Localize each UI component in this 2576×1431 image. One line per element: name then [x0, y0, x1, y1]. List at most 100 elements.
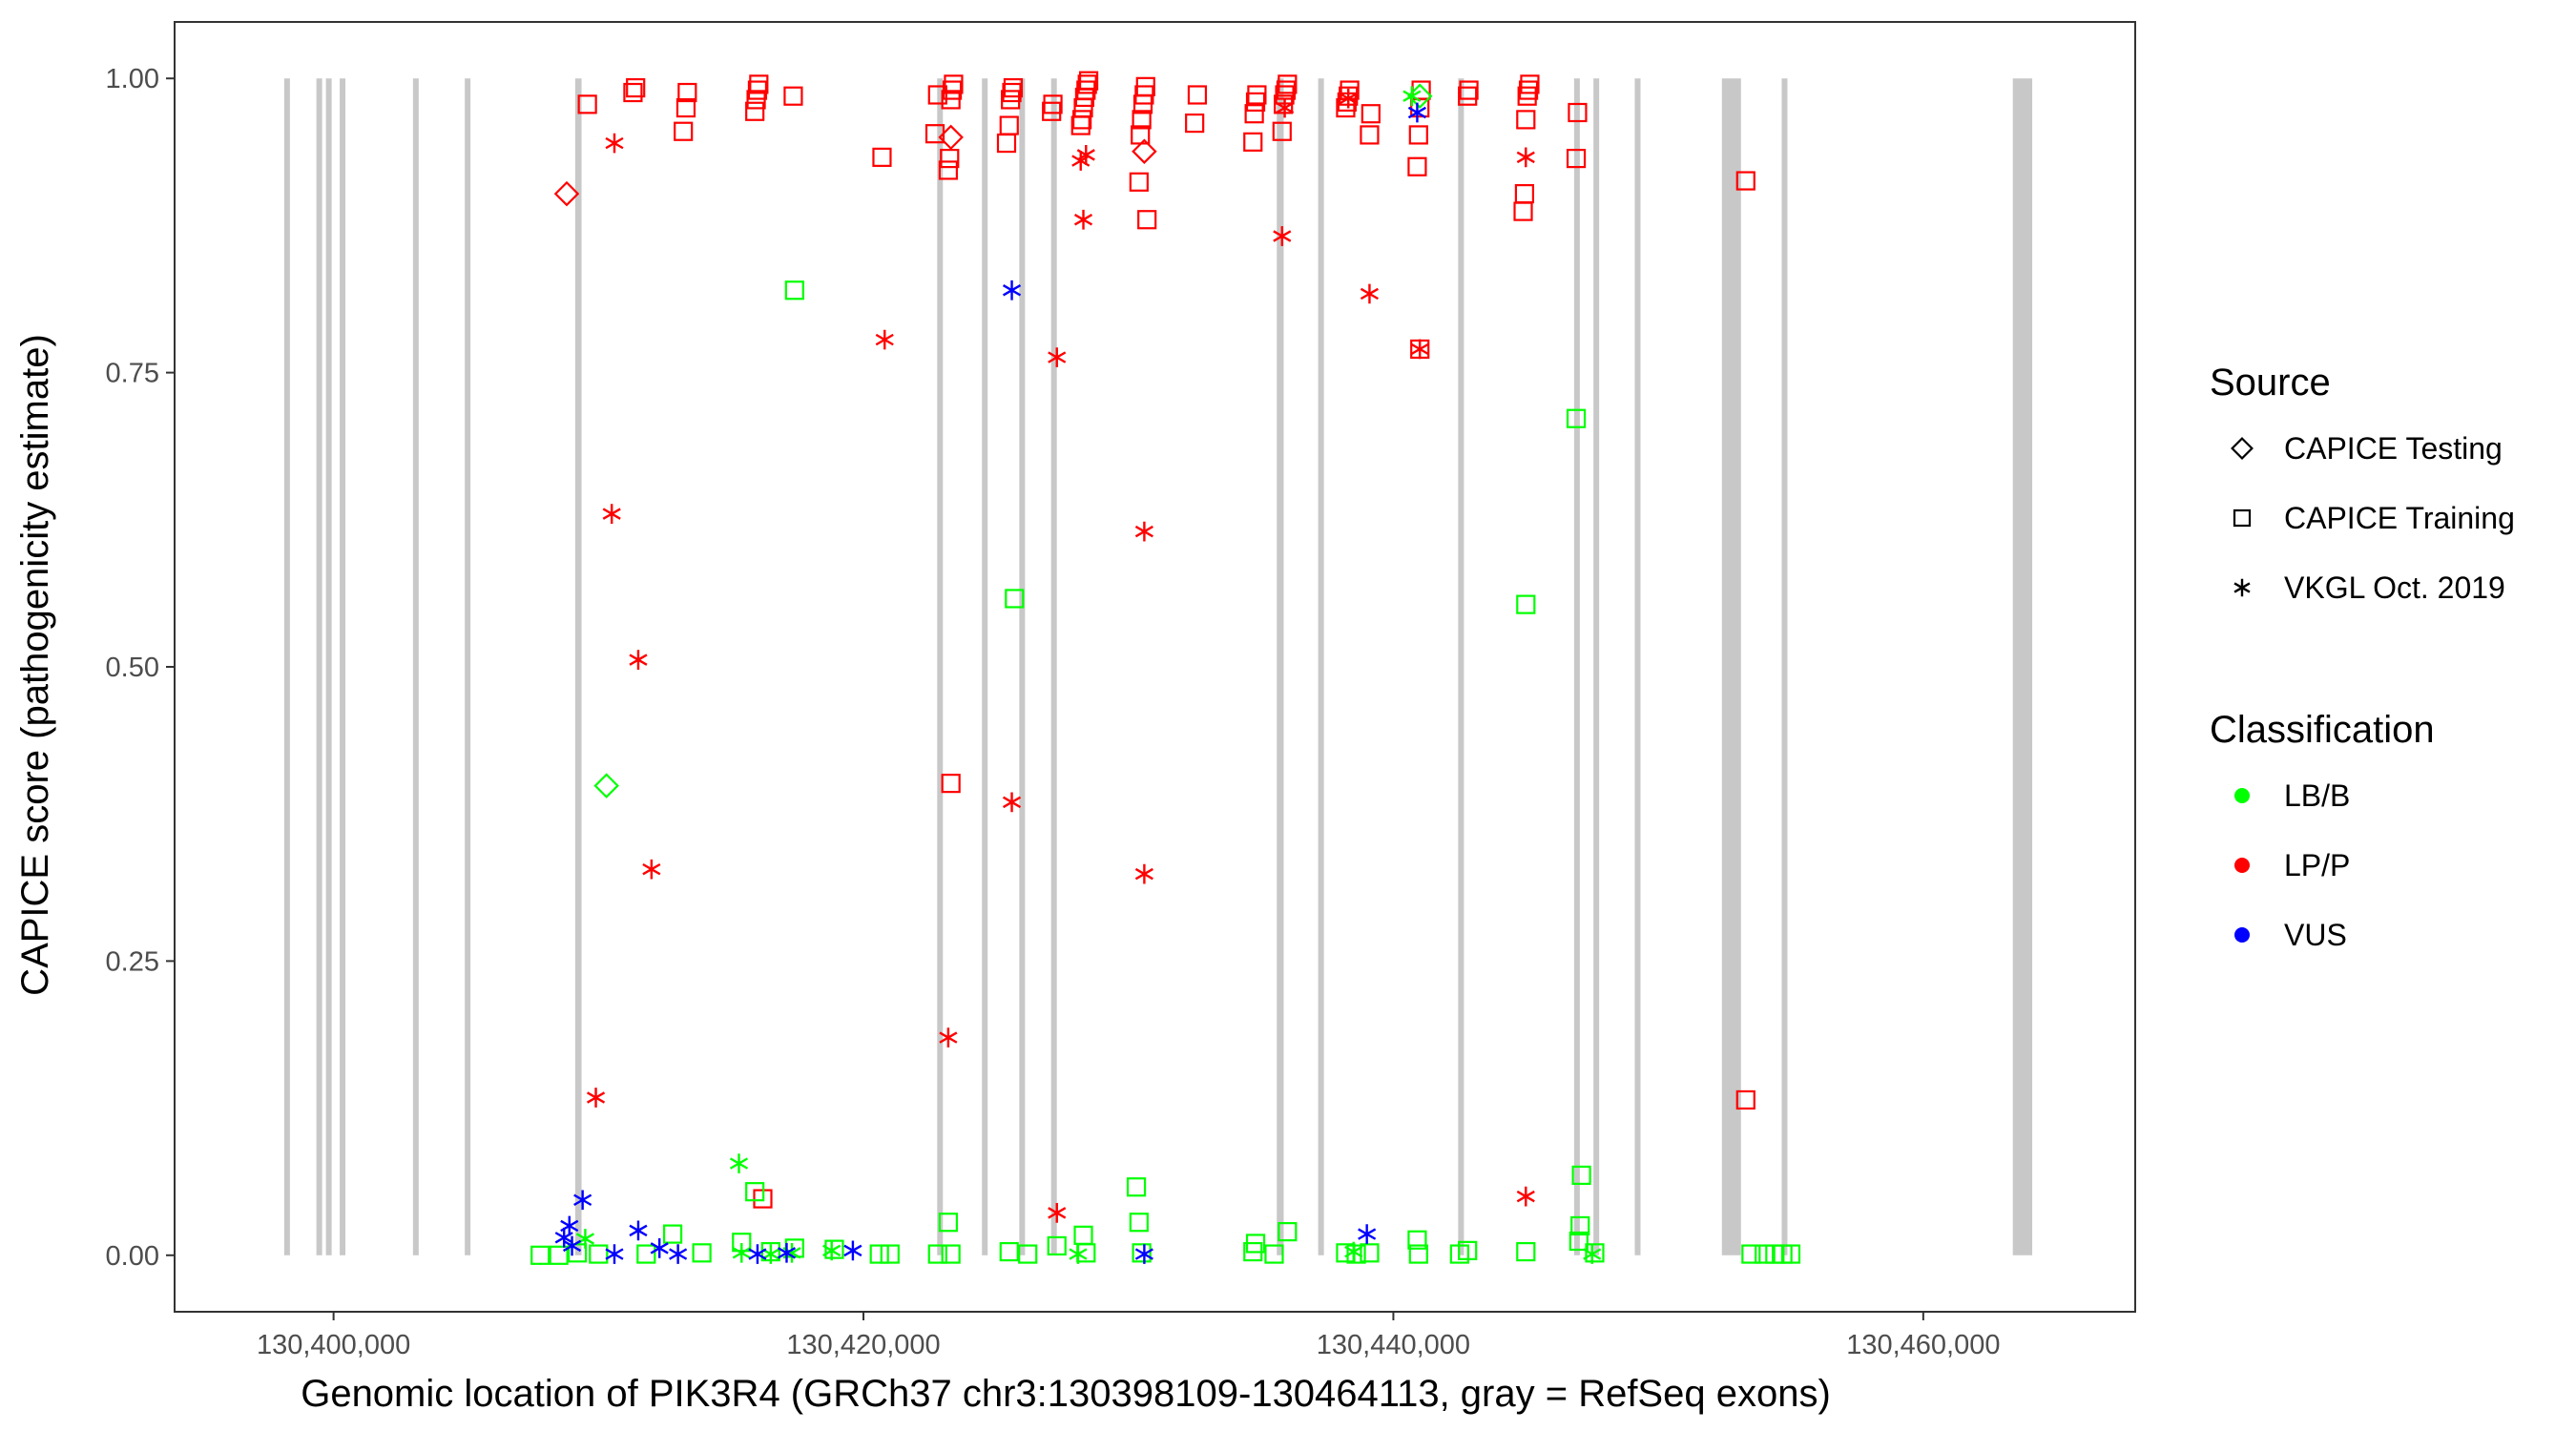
data-point-asterisk — [605, 1244, 624, 1264]
series-group — [586, 88, 1535, 1223]
data-point-square — [1516, 1241, 1536, 1262]
data-point-square — [1002, 82, 1022, 103]
y-tick-label: 0.00 — [106, 1241, 159, 1272]
data-point-asterisk — [875, 329, 894, 350]
exon-band — [1573, 78, 1580, 1255]
data-point-square — [1185, 113, 1205, 134]
data-point-diamond — [553, 180, 580, 207]
data-point-square — [692, 1243, 712, 1263]
exon-band — [465, 78, 471, 1255]
data-point-asterisk — [1516, 1186, 1535, 1207]
data-point-square — [1568, 1231, 1589, 1252]
legend-classification-title: Classification — [2210, 709, 2435, 751]
legend-class-label: VUS — [2284, 918, 2347, 952]
legend-key-diamond — [2231, 437, 2254, 460]
series-group — [554, 102, 1426, 1264]
data-point-asterisk — [939, 1027, 958, 1047]
legend-key-dot — [2234, 927, 2250, 943]
x-axis-title: Genomic location of PIK3R4 (GRCh37 chr3:… — [301, 1373, 1831, 1415]
data-point-asterisk — [1134, 521, 1153, 542]
series-group — [575, 86, 1602, 1264]
data-point-square — [1408, 125, 1428, 145]
data-point-square — [1129, 172, 1149, 192]
data-point-square — [745, 101, 765, 121]
data-point-square — [745, 1182, 765, 1202]
data-point-square — [999, 1241, 1019, 1262]
data-point-asterisk — [629, 650, 648, 670]
exon-band — [1634, 78, 1641, 1255]
data-point-square — [1129, 1213, 1149, 1233]
legend-source-label: CAPICE Training — [2284, 501, 2515, 535]
data-point-square — [1360, 125, 1380, 145]
legend-key-dot — [2234, 858, 2250, 873]
data-point-square — [1407, 156, 1427, 176]
exon-band — [982, 78, 988, 1255]
exon-band — [325, 78, 332, 1255]
y-tick-label: 0.50 — [106, 653, 159, 683]
data-point-square — [1126, 1177, 1147, 1197]
x-tick-label: 130,440,000 — [1317, 1330, 1470, 1360]
data-point-square — [941, 774, 961, 794]
exon-band — [412, 78, 419, 1255]
data-point-square — [872, 147, 892, 167]
data-point-asterisk — [822, 1240, 841, 1261]
x-tick-label: 130,460,000 — [1846, 1330, 2000, 1360]
exon-band — [1458, 78, 1465, 1255]
exon-band — [937, 78, 944, 1255]
data-point-square — [1514, 184, 1534, 204]
data-point-square — [577, 94, 597, 114]
data-point-square — [1132, 110, 1152, 130]
data-point-asterisk — [1076, 145, 1095, 165]
data-point-diamond — [938, 124, 964, 151]
data-point-asterisk — [1402, 86, 1422, 107]
data-point-asterisk — [562, 1235, 582, 1256]
data-point-asterisk — [1134, 1244, 1153, 1264]
data-point-asterisk — [748, 1244, 767, 1264]
data-point-square — [1018, 1244, 1038, 1264]
data-point-square — [749, 74, 769, 94]
data-point-square — [1078, 71, 1099, 91]
data-point-asterisk — [642, 859, 661, 880]
data-point-square — [1741, 1244, 1761, 1264]
data-point-square — [1135, 76, 1155, 96]
x-tick-label: 130,400,000 — [257, 1330, 410, 1360]
data-point-square — [1568, 102, 1588, 123]
data-point-asterisk — [669, 1244, 688, 1264]
data-point-square — [675, 97, 696, 118]
data-point-square — [941, 1244, 961, 1264]
data-point-square — [1458, 1240, 1478, 1260]
data-point-asterisk — [1134, 863, 1153, 884]
exon-band — [574, 78, 582, 1255]
data-point-square — [1571, 1165, 1591, 1186]
data-point-diamond — [593, 773, 619, 798]
data-point-asterisk — [1048, 347, 1067, 367]
data-point-square — [1408, 1244, 1428, 1264]
legend-class-label: LP/P — [2284, 848, 2350, 882]
data-point-asterisk — [1073, 209, 1093, 230]
data-point-asterisk — [1358, 1224, 1377, 1244]
data-point-square — [677, 82, 697, 103]
data-point-square — [1566, 408, 1587, 428]
data-point-square — [1735, 1089, 1755, 1110]
data-point-square — [1278, 1222, 1298, 1242]
data-point-asterisk — [1048, 1203, 1067, 1223]
data-point-asterisk — [1002, 280, 1022, 301]
exon-band — [316, 78, 322, 1255]
y-axis-title: CAPICE score (pathogenicity estimate) — [14, 334, 56, 996]
exon-band — [2012, 78, 2033, 1255]
data-point-square — [1755, 1244, 1775, 1264]
x-axis: 130,400,000 130,420,000 130,440,000 130,460… — [257, 1312, 2000, 1360]
data-point-square — [783, 86, 803, 106]
data-point-square — [530, 1245, 551, 1265]
data-point-square — [626, 77, 646, 98]
exon-band — [1721, 78, 1741, 1255]
exon-band — [1781, 78, 1788, 1255]
data-point-square — [1735, 171, 1755, 191]
data-point-square — [1247, 85, 1267, 105]
data-point-asterisk — [777, 1242, 797, 1263]
data-point-square — [1520, 74, 1540, 94]
data-point-asterisk — [560, 1215, 579, 1236]
data-point-square — [662, 1224, 683, 1244]
